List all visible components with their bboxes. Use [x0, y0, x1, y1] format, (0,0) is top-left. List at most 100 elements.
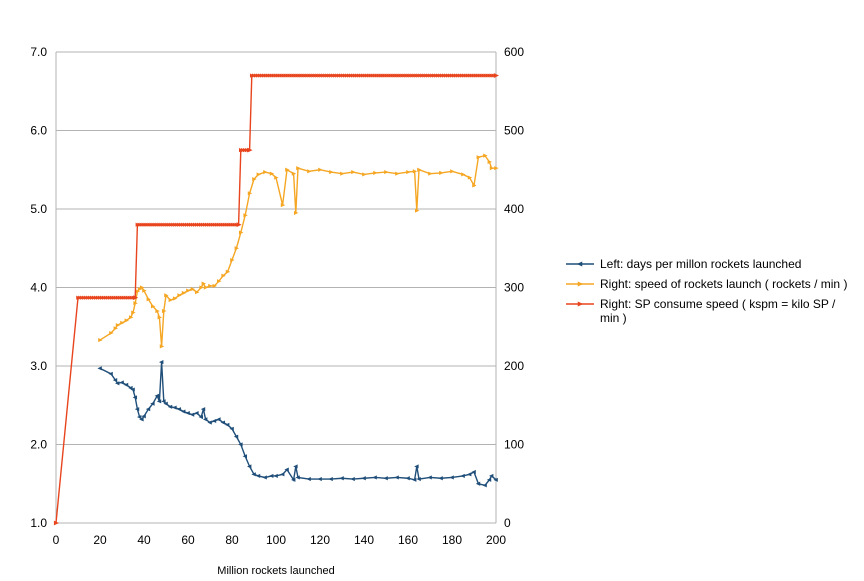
data-point — [172, 296, 178, 301]
data-point — [225, 422, 230, 427]
data-point — [414, 464, 419, 469]
data-point — [120, 320, 125, 325]
data-point — [167, 404, 173, 409]
plot-frame — [55, 52, 497, 523]
data-point — [383, 476, 388, 481]
y-left-tick-label: 7.0 — [30, 45, 47, 59]
data-point — [439, 170, 444, 175]
data-point — [157, 315, 162, 320]
data-point — [412, 477, 417, 482]
data-point — [194, 290, 200, 295]
data-point — [161, 308, 167, 314]
y-left-tick-label: 4.0 — [30, 281, 47, 295]
data-point — [186, 288, 191, 293]
data-point — [372, 475, 377, 480]
data-point — [273, 473, 278, 478]
legend-swatch-marker — [577, 301, 584, 307]
data-point — [449, 475, 454, 480]
data-point — [487, 159, 492, 164]
data-point — [285, 167, 290, 172]
data-point — [339, 476, 344, 481]
data-point — [247, 147, 253, 153]
data-point — [200, 407, 206, 412]
data-point — [108, 371, 113, 376]
data-point — [221, 273, 226, 278]
data-point — [181, 409, 186, 414]
data-point — [406, 170, 411, 175]
data-point — [145, 407, 151, 412]
data-point — [280, 472, 285, 477]
data-point — [329, 170, 334, 175]
data-point — [317, 476, 322, 482]
legend-label: Right: speed of rockets launch ( rockets… — [600, 277, 847, 291]
data-point — [428, 171, 433, 176]
data-point — [135, 289, 140, 294]
y-right-tick-label: 400 — [504, 202, 524, 216]
data-point — [251, 472, 256, 477]
data-point — [242, 454, 248, 459]
data-point — [220, 420, 226, 425]
gridlines — [56, 51, 496, 524]
x-tick-label: 200 — [486, 533, 506, 547]
data-point — [296, 166, 301, 171]
y-right-tick-label: 300 — [504, 281, 524, 295]
data-point — [306, 476, 311, 482]
data-point — [489, 473, 494, 478]
data-point — [198, 414, 204, 420]
data-point — [139, 417, 144, 422]
legend-label: Right: SP consume speed ( kspm = kilo SP… — [600, 297, 836, 325]
data-point — [467, 472, 472, 477]
data-point — [295, 475, 300, 480]
data-point — [384, 170, 389, 175]
data-point — [154, 393, 160, 398]
legend-item: Right: SP consume speed ( kspm = kilo SP… — [566, 297, 836, 325]
data-point — [189, 412, 195, 417]
series-line — [99, 362, 497, 487]
x-axis-label: Million rockets launched — [217, 565, 334, 577]
legend: Left: days per millon rockets launched Ri… — [566, 257, 847, 325]
data-point — [177, 293, 182, 298]
data-point — [252, 177, 257, 182]
series-line — [99, 154, 496, 347]
data-point — [395, 171, 400, 176]
y-left-tick-label: 2.0 — [30, 438, 47, 452]
data-point — [293, 464, 298, 469]
data-point — [486, 477, 492, 482]
y-left-tick-label: 3.0 — [30, 359, 47, 373]
data-point — [238, 442, 243, 447]
x-tick-label: 20 — [93, 533, 107, 547]
data-point — [307, 169, 312, 174]
data-point — [230, 257, 235, 263]
data-point — [134, 407, 140, 412]
data-point — [128, 315, 134, 320]
x-tick-label: 140 — [354, 533, 374, 547]
data-point — [293, 210, 299, 216]
data-point — [203, 417, 208, 422]
data-point — [373, 170, 378, 175]
data-point — [130, 387, 135, 392]
data-point — [461, 172, 466, 177]
data-point — [156, 399, 162, 404]
x-tick-label: 120 — [310, 533, 330, 547]
data-point — [256, 172, 261, 177]
data-point — [98, 338, 103, 343]
data-point — [318, 167, 323, 172]
data-point — [471, 469, 476, 475]
data-point — [269, 473, 274, 478]
data-point — [233, 434, 239, 439]
data-point — [291, 171, 297, 176]
data-point — [132, 395, 138, 400]
data-point — [416, 476, 421, 482]
y-left-tick-label: 6.0 — [30, 124, 47, 138]
data-point — [203, 285, 209, 290]
x-tick-label: 180 — [442, 533, 462, 547]
data-point — [141, 414, 146, 419]
data-point — [460, 473, 465, 478]
x-tick-label: 160 — [398, 533, 418, 547]
data-point — [483, 153, 488, 158]
legend-item: Right: speed of rockets launch ( rockets… — [566, 277, 847, 291]
data-point — [164, 293, 169, 298]
data-point — [155, 308, 160, 314]
y-right-tick-labels: 0 100 200 300 400 500 600 — [504, 45, 524, 530]
y-left-tick-label: 5.0 — [30, 202, 47, 216]
